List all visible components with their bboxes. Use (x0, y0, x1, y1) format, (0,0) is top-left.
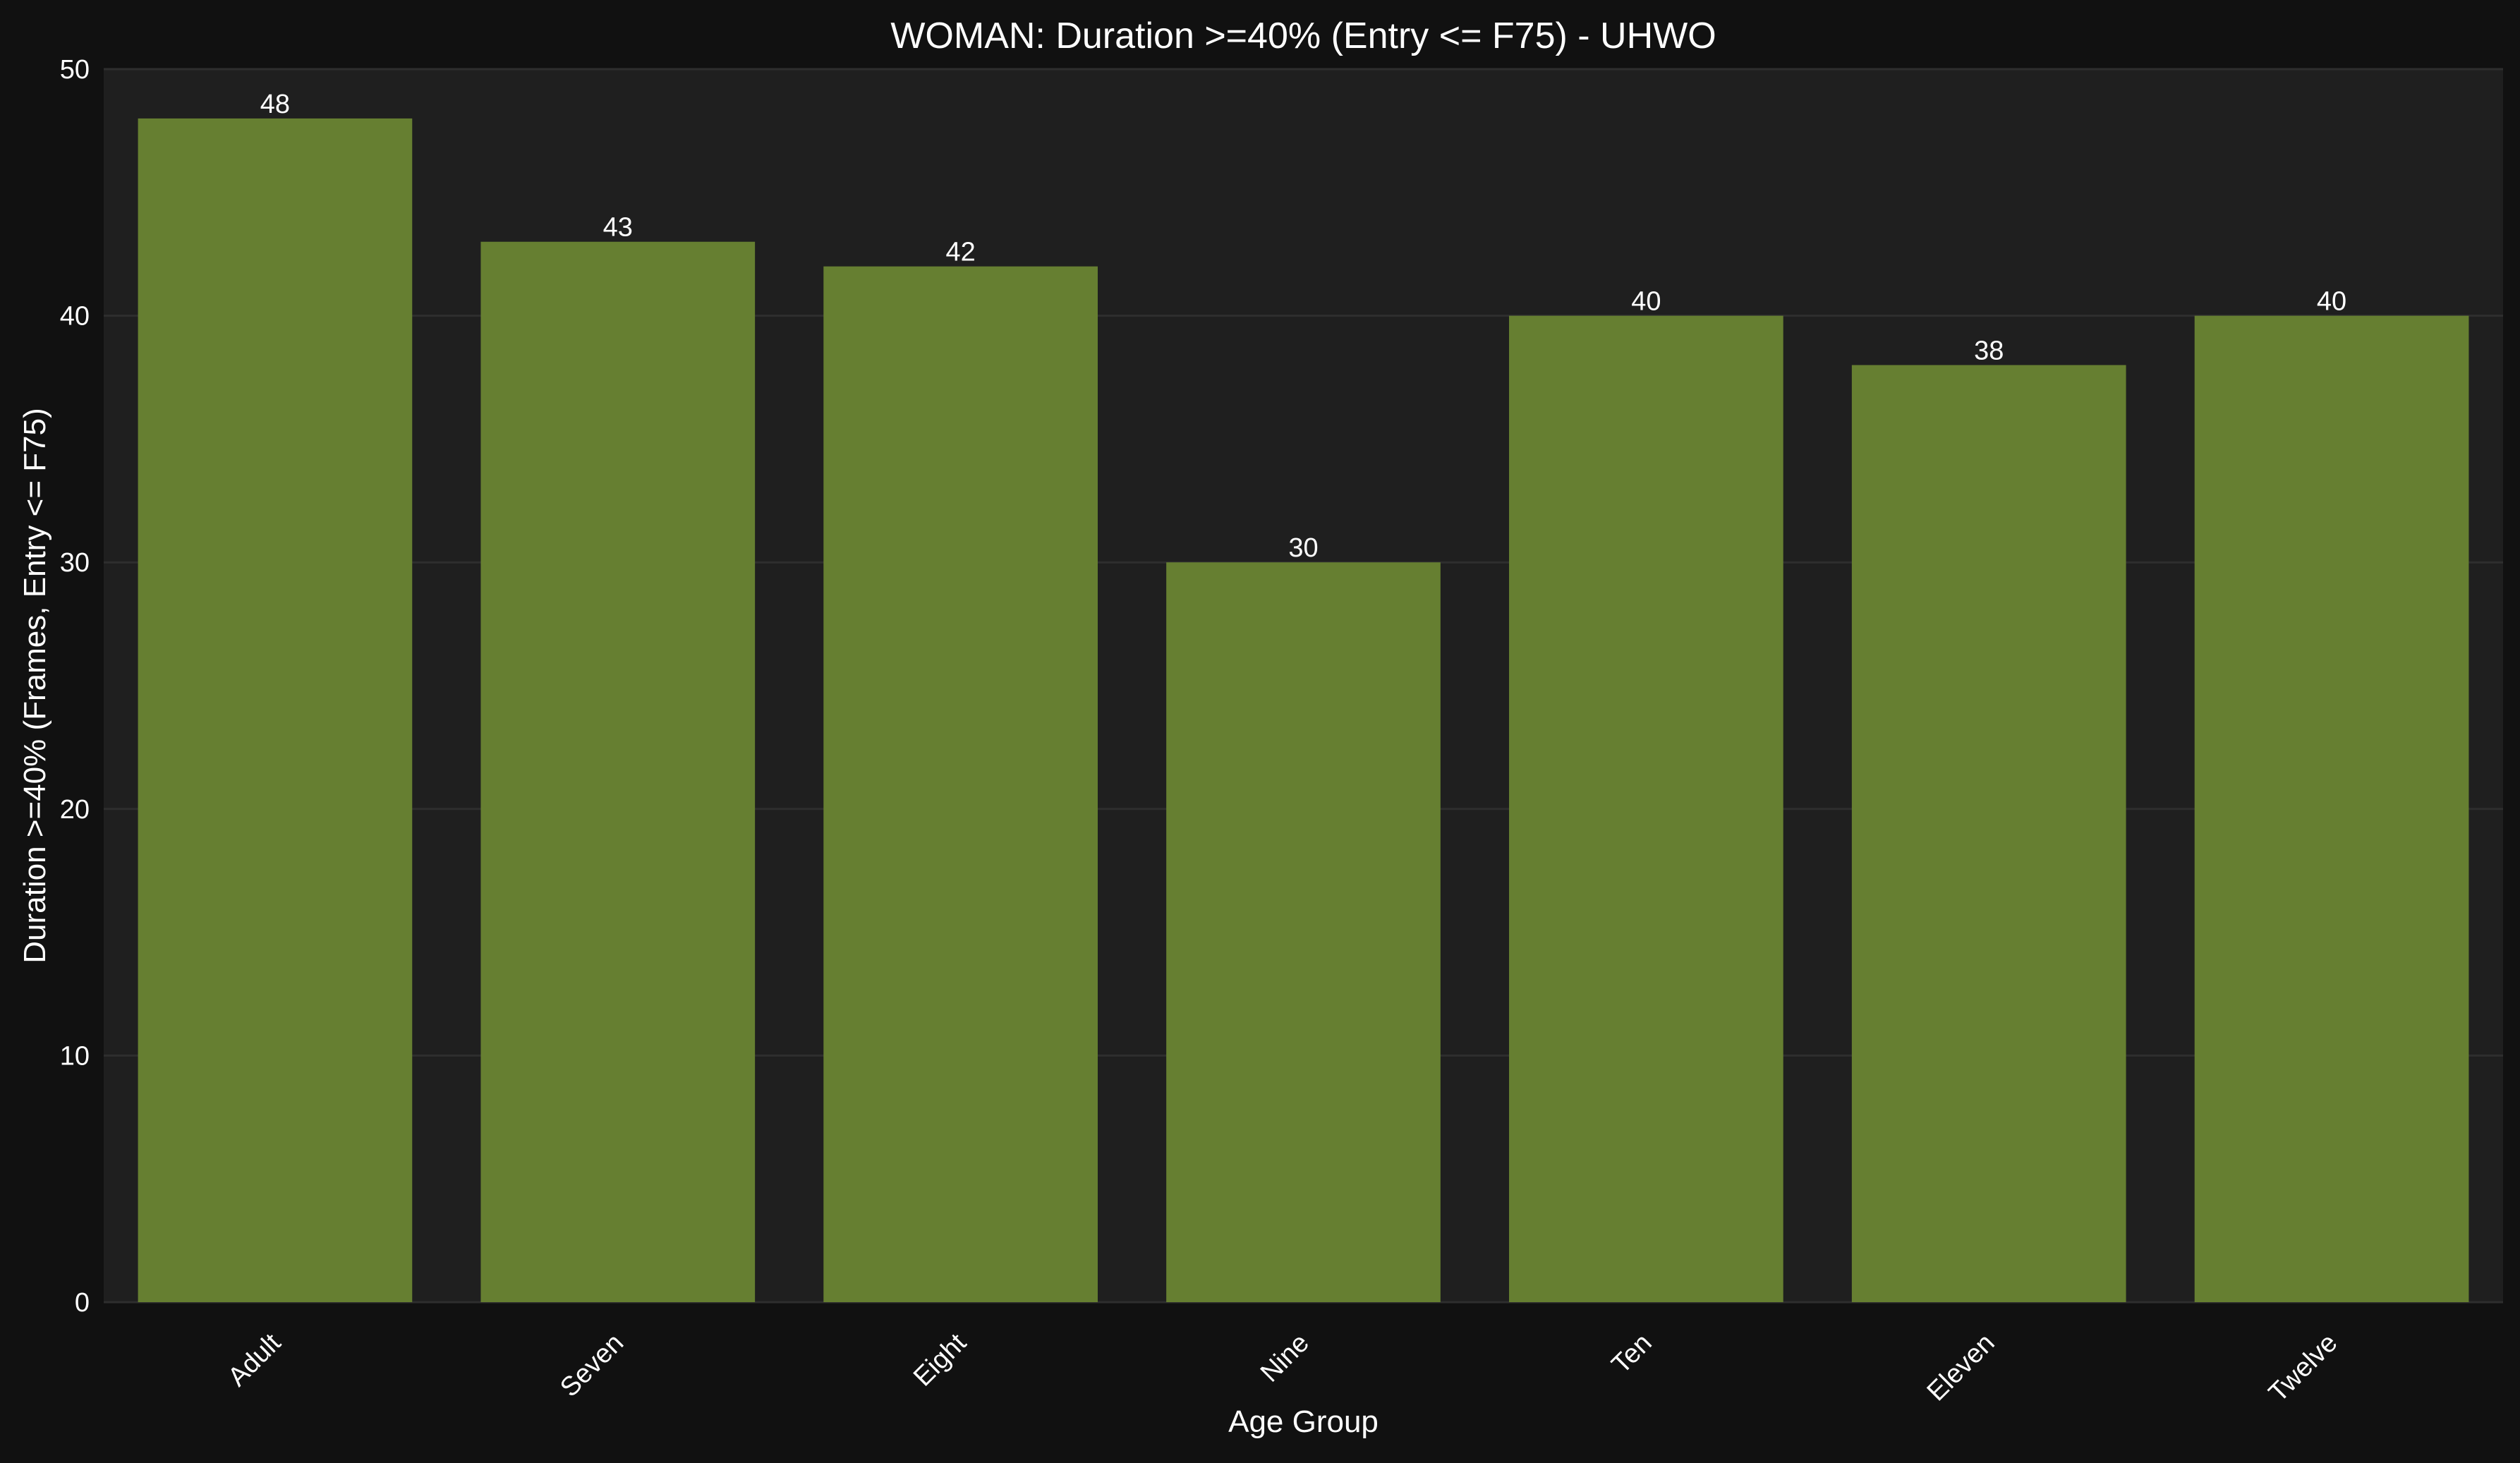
y-tick-label: 40 (60, 302, 90, 332)
y-axis-label: Duration >=40% (Frames, Entry <= F75) (18, 408, 52, 963)
bar-seven (480, 241, 756, 1303)
bars: 48 43 42 30 40 38 40 (138, 90, 2469, 1303)
y-axis-ticks: 0 10 20 30 40 50 (60, 55, 90, 1318)
y-tick-label: 20 (60, 795, 90, 825)
bar-value-label: 38 (1974, 336, 2004, 366)
y-tick-label: 0 (75, 1288, 90, 1318)
bar-eleven (1851, 365, 2126, 1302)
x-axis-label: Age Group (1228, 1404, 1379, 1439)
bar-nine (1166, 562, 1441, 1303)
bar-value-label: 40 (1631, 287, 1661, 317)
bar-value-label: 40 (2317, 287, 2346, 317)
y-tick-label: 30 (60, 548, 90, 578)
chart-title: WOMAN: Duration >=40% (Entry <= F75) - U… (890, 16, 1716, 56)
bar-eight (823, 266, 1098, 1303)
bar-value-label: 43 (603, 213, 633, 243)
bar-ten (1509, 315, 1783, 1303)
y-tick-label: 50 (60, 55, 90, 85)
bar-adult (138, 118, 413, 1302)
bar-value-label: 42 (946, 238, 976, 267)
bar-twelve (2194, 315, 2469, 1303)
y-tick-label: 10 (60, 1041, 90, 1071)
bar-value-label: 48 (260, 90, 290, 119)
bar-value-label: 30 (1288, 533, 1318, 563)
